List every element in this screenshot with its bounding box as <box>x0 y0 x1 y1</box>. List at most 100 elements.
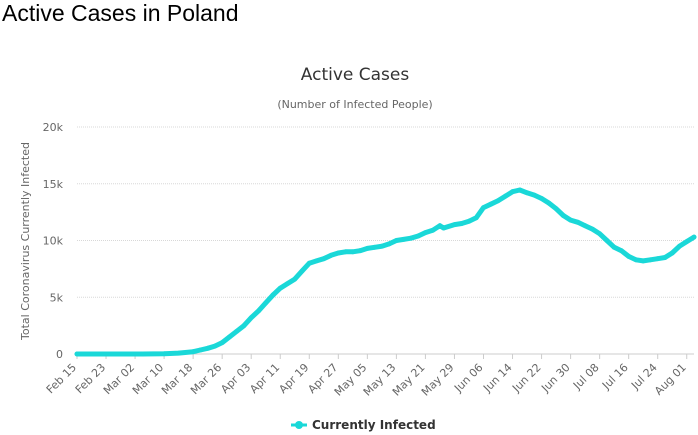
data-point <box>248 315 254 321</box>
x-tick-label: Apr 11 <box>247 361 282 396</box>
data-point <box>560 213 566 218</box>
data-point <box>502 193 508 199</box>
data-point <box>314 258 319 264</box>
data-point <box>205 345 211 351</box>
data-point <box>219 340 225 345</box>
data-point <box>539 196 544 201</box>
data-point <box>590 226 595 232</box>
data-point <box>415 233 421 239</box>
data-point <box>379 243 385 249</box>
data-point <box>386 241 392 247</box>
data-point <box>459 221 465 226</box>
y-tick-label: 10k <box>43 235 64 248</box>
data-point <box>677 243 682 249</box>
page-title: Active Cases in Poland <box>2 0 239 26</box>
data-point <box>466 218 472 224</box>
data-point <box>227 334 232 340</box>
data-point <box>481 205 486 211</box>
data-point <box>553 206 559 212</box>
data-point <box>292 276 298 282</box>
data-point <box>662 255 668 260</box>
data-point <box>285 281 290 286</box>
data-point <box>176 350 182 356</box>
data-point <box>575 219 581 225</box>
data-point <box>531 192 537 198</box>
data-point <box>524 190 530 196</box>
data-point <box>241 323 247 328</box>
data-point <box>626 254 632 259</box>
data-point <box>74 351 80 357</box>
data-point <box>597 231 602 237</box>
data-point <box>517 187 523 193</box>
x-tick-label: Jun 06 <box>451 361 485 395</box>
data-point <box>350 249 356 255</box>
data-point <box>401 237 406 242</box>
x-tick-label: Jul 16 <box>599 361 631 393</box>
data-point <box>510 189 515 195</box>
y-tick-label: 15k <box>43 178 64 191</box>
data-point <box>256 308 261 314</box>
data-point <box>263 300 269 306</box>
data-point <box>357 248 363 254</box>
x-tick-label: Aug 01 <box>652 361 689 398</box>
x-tick-label: Jun 30 <box>538 361 572 395</box>
data-point <box>452 222 457 228</box>
x-tick-label: Jun 14 <box>480 361 514 395</box>
data-point <box>640 258 646 264</box>
data-point <box>335 250 341 256</box>
data-point <box>604 238 610 243</box>
y-tick-label: 20k <box>43 121 64 134</box>
data-point <box>691 234 697 240</box>
data-point <box>277 285 283 291</box>
data-point <box>299 268 305 274</box>
legend-marker <box>295 421 303 429</box>
legend[interactable]: Currently Infected <box>291 418 436 432</box>
data-point <box>441 225 446 231</box>
data-point <box>611 244 617 250</box>
gridlines <box>77 126 694 355</box>
x-tick-label: Jul 08 <box>570 361 602 393</box>
data-point <box>488 201 494 207</box>
data-point <box>655 256 661 262</box>
data-point <box>430 227 436 233</box>
y-tick-label: 0 <box>56 348 63 361</box>
data-point <box>437 223 443 229</box>
x-tick-label: Jun 22 <box>509 361 543 395</box>
data-point <box>139 351 145 357</box>
data-point <box>423 230 428 236</box>
data-point <box>212 343 218 349</box>
x-tick-label: Mar 18 <box>159 361 195 397</box>
data-point <box>495 198 501 204</box>
chart-subtitle: (Number of Infected People) <box>277 98 432 111</box>
data-point <box>321 256 327 262</box>
data-point <box>198 347 203 353</box>
data-point <box>669 250 675 256</box>
data-point <box>270 292 276 298</box>
x-tick-label: May 29 <box>419 361 457 399</box>
data-point <box>546 200 552 206</box>
x-tick-label: Apr 19 <box>276 361 311 396</box>
data-point <box>473 215 479 221</box>
y-tick-label: 5k <box>50 291 64 304</box>
data-point <box>648 257 653 263</box>
data-point <box>684 239 690 245</box>
data-point <box>365 246 370 251</box>
y-axis-ticks: 0 5k 10k 15k 20k <box>43 121 64 361</box>
series-layer <box>74 187 697 357</box>
data-point <box>190 349 196 355</box>
x-tick-label: Mar 26 <box>188 361 224 397</box>
x-tick-label: Mar 10 <box>130 361 166 397</box>
x-tick-label: Feb 15 <box>44 361 79 396</box>
legend-label[interactable]: Currently Infected <box>312 418 436 432</box>
data-point <box>161 351 167 357</box>
chart-title: Active Cases <box>301 65 410 85</box>
data-point <box>306 260 312 266</box>
data-point <box>343 249 348 255</box>
series-line-0 <box>74 187 697 357</box>
data-point <box>633 257 639 263</box>
x-tick-label: Apr 03 <box>218 361 253 396</box>
data-point <box>234 328 240 334</box>
data-point <box>328 252 334 258</box>
x-tick-label: Mar 02 <box>101 361 137 397</box>
